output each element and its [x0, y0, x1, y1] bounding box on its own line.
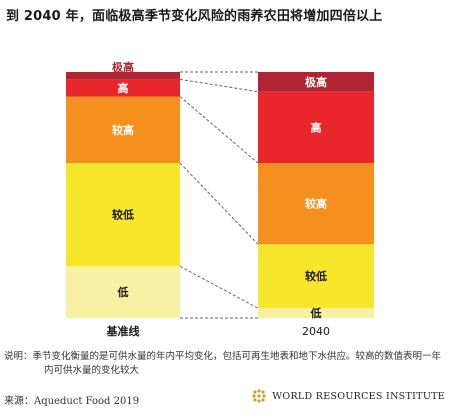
bar-segment-high-2040 — [258, 91, 374, 164]
connector-line-1 — [179, 265, 259, 309]
stacked-bar-chart: 低 较低 较高 高 极高低 较低 较高 高 极高 基准线 2040 — [66, 60, 374, 338]
bar-segment-extremely-high-2040 — [258, 72, 374, 92]
wri-logo-text: WORLD RESOURCES INSTITUTE — [272, 390, 445, 402]
bar-segment-extremely-high-baseline — [66, 72, 180, 80]
category-label-2040: 2040 — [302, 325, 330, 338]
category-label-baseline: 基准线 — [106, 324, 140, 338]
bar-segment-high-baseline — [66, 79, 180, 97]
wri-logo: WORLD RESOURCES INSTITUTE — [251, 388, 445, 404]
segment-label-low-medium-2040: 较低 — [305, 269, 327, 283]
segment-label-extremely-high-2040: 极高 — [305, 75, 327, 89]
segment-labels-group: 低 较低 较高 高 极高低 较低 较高 高 极高 — [112, 60, 327, 320]
bar-segment-medium-high-2040 — [258, 163, 374, 245]
segment-label-low-medium-baseline: 较低 — [112, 208, 134, 222]
segment-label-high-baseline: 高 — [118, 81, 129, 95]
note-line-1: 季节变化衡量的是可供水量的年内平均变化，包括可再生地表和地下水供应。较高的数值表… — [32, 351, 442, 362]
segment-label-medium-high-2040: 较高 — [305, 197, 327, 211]
bar-segment-low-baseline — [66, 266, 180, 318]
connector-line-4 — [179, 78, 259, 93]
bar-segment-medium-high-baseline — [66, 96, 180, 164]
note-line-2: 内可供水量的变化较大 — [44, 365, 140, 376]
chart-note: 说明：季节变化衡量的是可供水量的年内平均变化，包括可再生地表和地下水供应。较高的… — [4, 350, 444, 378]
note-label: 说明： — [4, 351, 33, 362]
connector-line-3 — [179, 96, 259, 164]
bar-segment-low-medium-2040 — [258, 244, 374, 309]
bars-group — [66, 72, 374, 318]
chart-title: 到 2040 年，面临极高季节变化风险的雨养农田将增加四倍以上 — [6, 9, 383, 24]
segment-label-medium-high-baseline: 较高 — [112, 123, 134, 137]
bar-segment-low-2040 — [258, 308, 374, 318]
segment-label-low-2040: 低 — [310, 306, 322, 320]
connector-line-2 — [179, 162, 259, 245]
segment-label-low-baseline: 低 — [117, 285, 129, 299]
connector-lines — [179, 71, 259, 319]
segment-label-extremely-high-baseline: 极高 — [112, 60, 134, 74]
segment-label-high-2040: 高 — [311, 120, 322, 134]
wri-logo-icon — [252, 389, 266, 403]
chart-source: 来源：Aqueduct Food 2019 — [4, 396, 140, 407]
bar-segment-low-medium-baseline — [66, 163, 180, 267]
category-labels-group: 基准线 2040 — [106, 324, 331, 338]
